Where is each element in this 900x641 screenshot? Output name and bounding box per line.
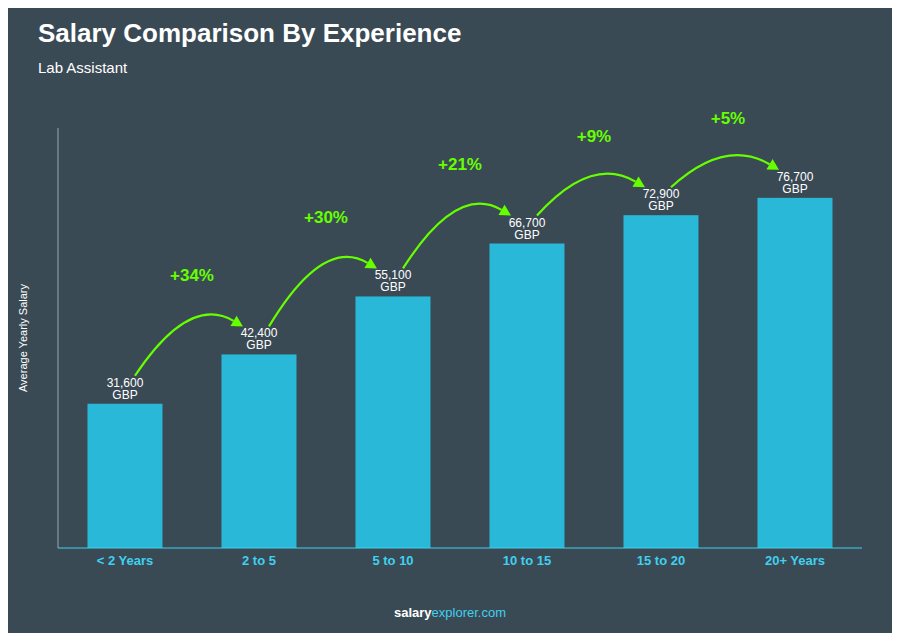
svg-text:+5%: +5% xyxy=(711,109,746,128)
svg-text:10 to 15: 10 to 15 xyxy=(503,553,551,568)
svg-text:Average Yearly Salary: Average Yearly Salary xyxy=(17,283,29,392)
html-text:Lab Assistant: Lab Assistant xyxy=(38,59,128,76)
svg-text:66,700GBP: 66,700GBP xyxy=(509,216,546,242)
svg-text:31,600GBP: 31,600GBP xyxy=(107,376,144,402)
svg-text:76,700GBP: 76,700GBP xyxy=(777,170,814,196)
svg-text:72,900GBP: 72,900GBP xyxy=(643,187,680,213)
svg-text:+34%: +34% xyxy=(170,266,214,285)
svg-text:< 2 Years: < 2 Years xyxy=(97,553,154,568)
html-text:Salary Comparison By Experienc: Salary Comparison By Experience xyxy=(38,18,462,48)
svg-text:42,400GBP: 42,400GBP xyxy=(241,326,278,352)
svg-text:15 to 20: 15 to 20 xyxy=(637,553,685,568)
html-text:salary explorer.com: salary explorer.com xyxy=(394,605,506,620)
svg-text:+30%: +30% xyxy=(304,208,348,227)
svg-text:5 to 10: 5 to 10 xyxy=(372,553,413,568)
svg-text:2 to 5: 2 to 5 xyxy=(242,553,276,568)
svg-text:+21%: +21% xyxy=(438,155,482,174)
svg-text:+9%: +9% xyxy=(577,127,612,146)
svg-text:20+ Years: 20+ Years xyxy=(765,553,825,568)
svg-text:55,100GBP: 55,100GBP xyxy=(375,268,412,294)
